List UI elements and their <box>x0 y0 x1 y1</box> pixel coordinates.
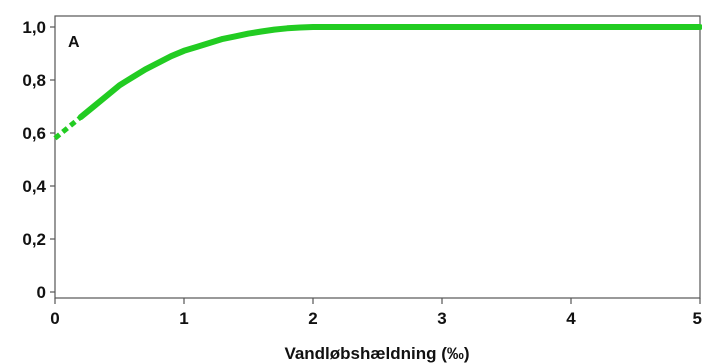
x-tick-label: 2 <box>308 309 317 328</box>
series-line <box>77 24 702 121</box>
y-tick-label: 0,2 <box>22 230 46 249</box>
x-tick-label: 4 <box>566 309 576 328</box>
x-tick-label: 1 <box>179 309 188 328</box>
x-tick-label: 0 <box>50 309 59 328</box>
series-line-extrapolated <box>53 115 83 141</box>
y-tick-label: 1,0 <box>22 18 46 37</box>
y-tick-label: 0 <box>37 283 46 302</box>
plot-frame <box>54 15 701 299</box>
y-tick-label: 0,6 <box>22 124 46 143</box>
panel-label: A <box>68 34 80 51</box>
x-tick-label: 5 <box>693 309 702 328</box>
x-tick-label: 3 <box>437 309 446 328</box>
y-tick-label: 0,4 <box>22 177 46 196</box>
x-axis-label: Vandløbshældning (‰) <box>284 344 469 363</box>
y-axis: 0 0,2 0,4 0,6 0,8 1,0 <box>22 18 55 302</box>
series-layer <box>53 24 702 141</box>
x-axis: 0 1 2 3 4 5 <box>50 298 702 328</box>
y-tick-label: 0,8 <box>22 71 46 90</box>
